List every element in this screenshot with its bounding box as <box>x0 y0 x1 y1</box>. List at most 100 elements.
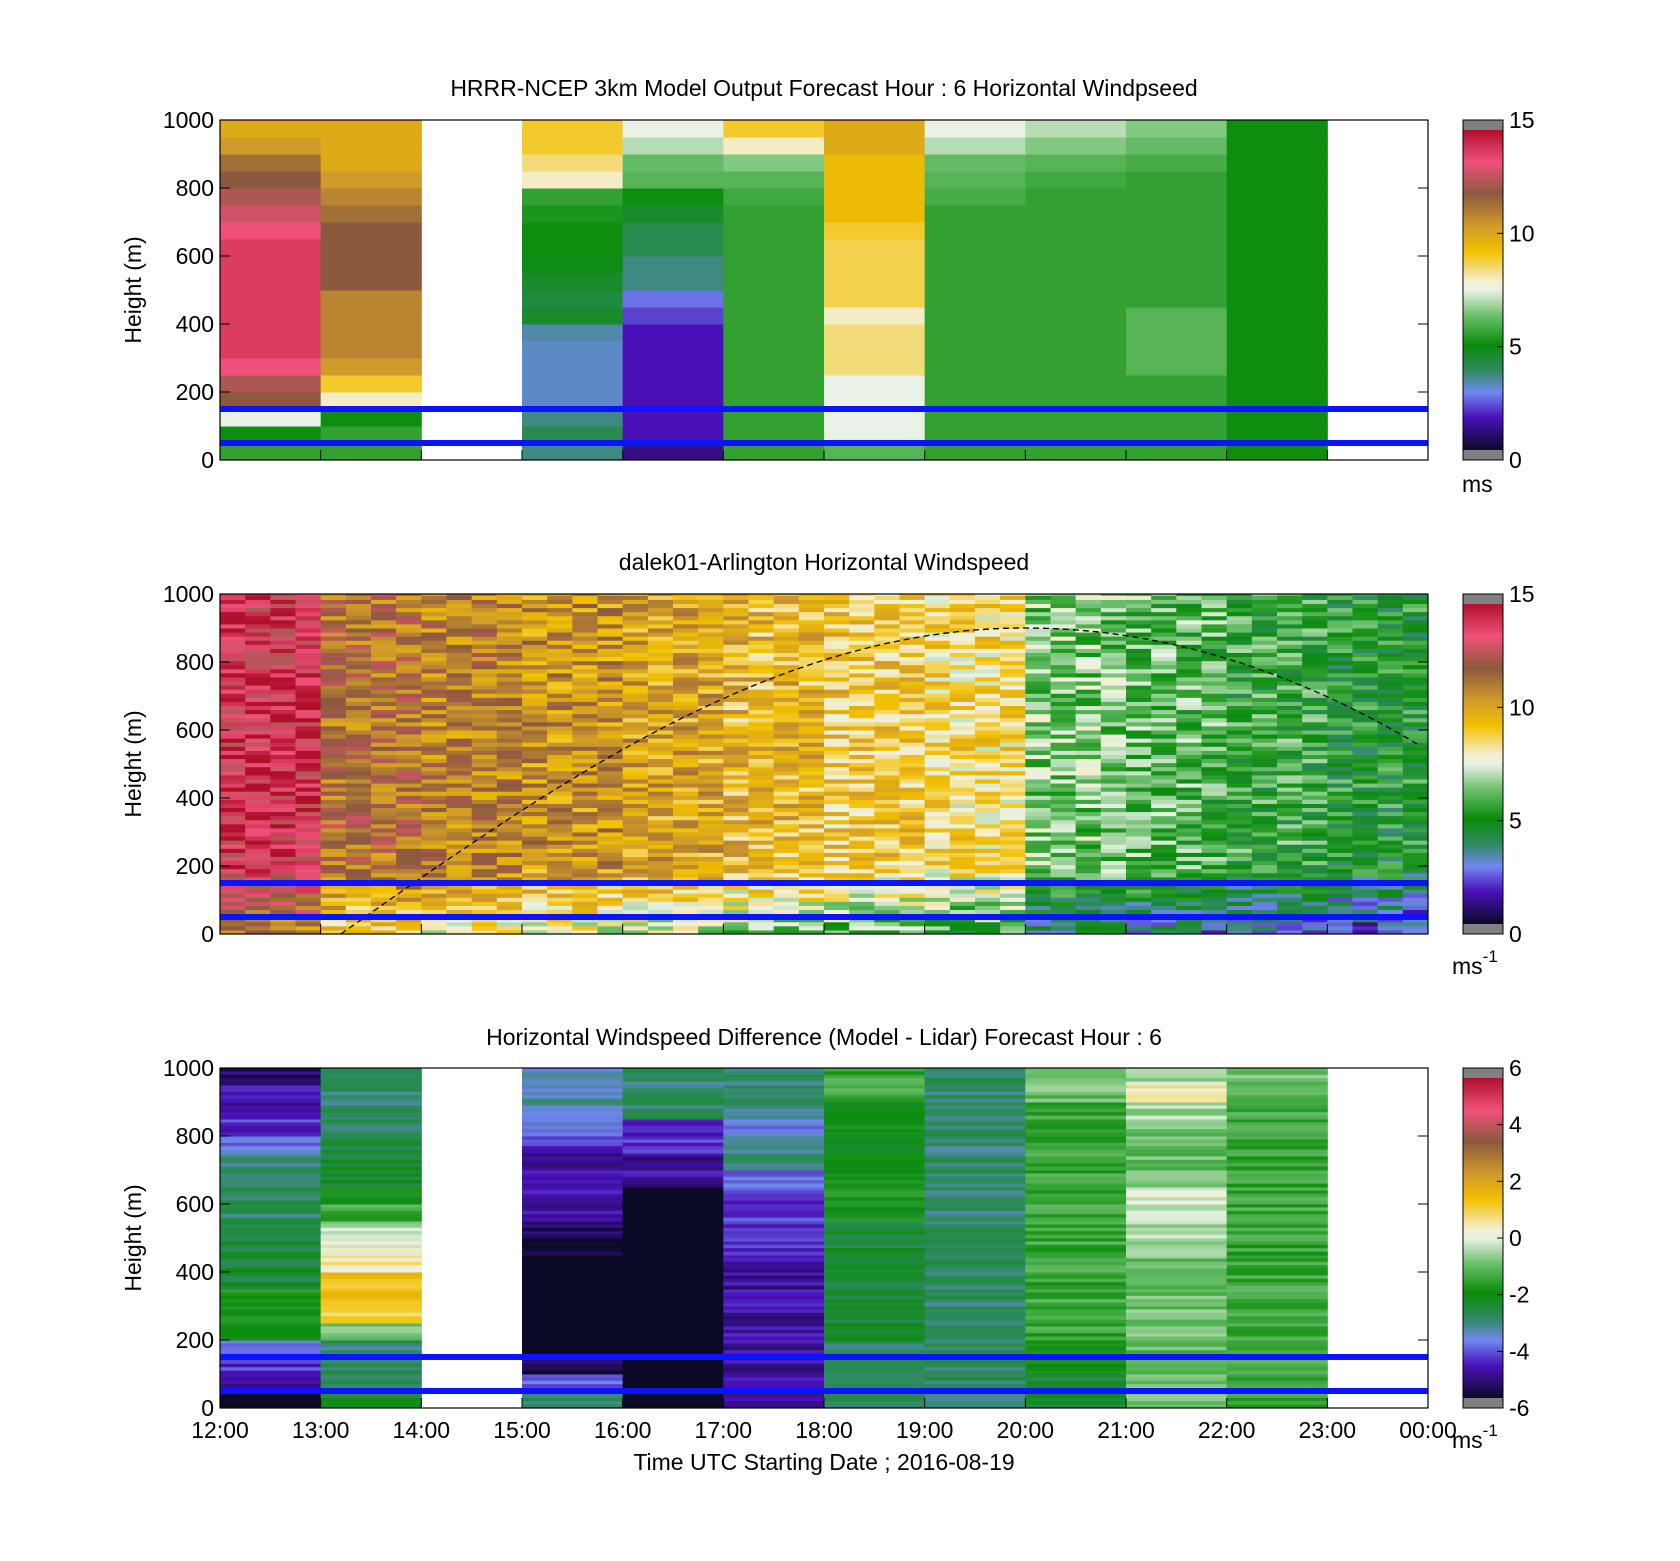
heat-cell <box>547 738 573 743</box>
heat-cell <box>748 929 775 934</box>
heat-cell <box>1327 636 1353 641</box>
heat-cell <box>924 1193 1026 1198</box>
heat-cell <box>270 599 296 605</box>
heat-cell <box>320 827 347 833</box>
heat-cell <box>748 742 775 747</box>
heat-cell <box>295 644 322 649</box>
heat-cell <box>1201 811 1228 817</box>
heat-cell <box>1126 852 1152 857</box>
heat-cell <box>975 644 1001 649</box>
heat-cell <box>471 852 498 857</box>
heat-cell <box>421 803 447 809</box>
heat-cell <box>723 1302 825 1307</box>
heat-cell <box>471 844 498 849</box>
heat-cell <box>522 872 548 878</box>
heat-cell <box>899 909 926 915</box>
heat-cell <box>220 1323 322 1327</box>
heat-cell <box>773 619 800 625</box>
heat-cell <box>1327 611 1353 617</box>
heat-cell <box>1251 599 1278 605</box>
heat-cell <box>899 770 926 776</box>
heat-cell <box>647 856 674 862</box>
heat-cell <box>673 901 699 906</box>
heat-cell <box>270 660 296 666</box>
heat-cell <box>371 807 397 813</box>
heat-cell <box>899 872 926 878</box>
heat-cell <box>597 619 624 625</box>
heat-cell <box>421 730 447 735</box>
heat-cell <box>1302 611 1328 617</box>
heat-cell <box>245 676 271 682</box>
heat-cell <box>320 1384 422 1389</box>
heat-cell <box>647 594 674 596</box>
heat-cell <box>924 154 1026 172</box>
heat-cell <box>421 697 447 702</box>
heat-cell <box>345 709 372 715</box>
heat-cell <box>396 693 422 698</box>
heat-cell <box>824 1336 926 1341</box>
heat-cell <box>824 1363 926 1368</box>
heat-cell <box>1126 774 1152 780</box>
heat-cell <box>320 766 347 772</box>
heat-cell <box>924 1258 1026 1263</box>
heat-cell <box>471 636 498 641</box>
heat-cell <box>1126 1312 1228 1317</box>
heat-cell <box>1251 860 1278 866</box>
heat-cell <box>522 836 548 841</box>
heat-cell <box>1025 1190 1127 1195</box>
heat-cell <box>899 640 926 645</box>
heat-cell <box>1277 701 1303 707</box>
heat-cell <box>899 921 926 927</box>
heat-cell <box>496 758 523 764</box>
heat-cell <box>270 705 296 711</box>
heat-cell <box>547 725 573 731</box>
heat-cell <box>748 685 775 690</box>
heat-cell <box>345 734 372 739</box>
heat-cell <box>320 872 347 878</box>
heat-cell <box>849 811 875 817</box>
heat-cell <box>899 758 926 764</box>
heat-cell <box>1251 594 1278 596</box>
heat-cell <box>924 640 951 645</box>
heat-cell <box>245 840 271 845</box>
heat-cell <box>924 273 1026 291</box>
heat-cell <box>798 929 825 934</box>
heat-cell <box>446 791 473 796</box>
heat-cell <box>396 774 422 780</box>
heat-cell <box>1025 611 1051 617</box>
heat-cell <box>1151 681 1177 686</box>
panel-model-heatmap <box>220 120 1328 460</box>
heat-cell <box>1226 1363 1328 1368</box>
heat-cell <box>471 615 498 621</box>
heat-cell <box>1226 754 1253 760</box>
heat-cell <box>295 774 322 780</box>
heat-cell <box>371 717 397 723</box>
heat-cell <box>874 901 900 906</box>
heat-cell <box>673 660 699 666</box>
heat-cell <box>1377 738 1404 743</box>
heat-cell <box>1025 1377 1127 1382</box>
heat-cell <box>899 746 926 751</box>
heat-cell <box>1000 827 1026 833</box>
heat-cell <box>874 885 900 890</box>
heat-cell <box>1126 375 1228 393</box>
heat-cell <box>1000 611 1026 617</box>
heat-cell <box>245 611 271 617</box>
heat-cell <box>1126 1180 1228 1185</box>
heat-cell <box>1201 778 1228 784</box>
heat-cell <box>949 905 976 911</box>
heat-cell <box>849 774 875 780</box>
heat-cell <box>1251 905 1278 911</box>
heat-cell <box>421 619 447 625</box>
heat-cell <box>446 925 473 931</box>
heat-cell <box>1100 603 1127 609</box>
heat-cell <box>1176 811 1202 817</box>
heat-cell <box>673 876 699 882</box>
heat-cell <box>345 787 372 792</box>
heat-cell <box>396 644 422 649</box>
heat-cell <box>1377 795 1404 800</box>
heat-cell <box>320 1374 422 1378</box>
heat-cell <box>345 660 372 666</box>
heat-cell <box>220 426 322 444</box>
heat-cell <box>421 607 447 613</box>
